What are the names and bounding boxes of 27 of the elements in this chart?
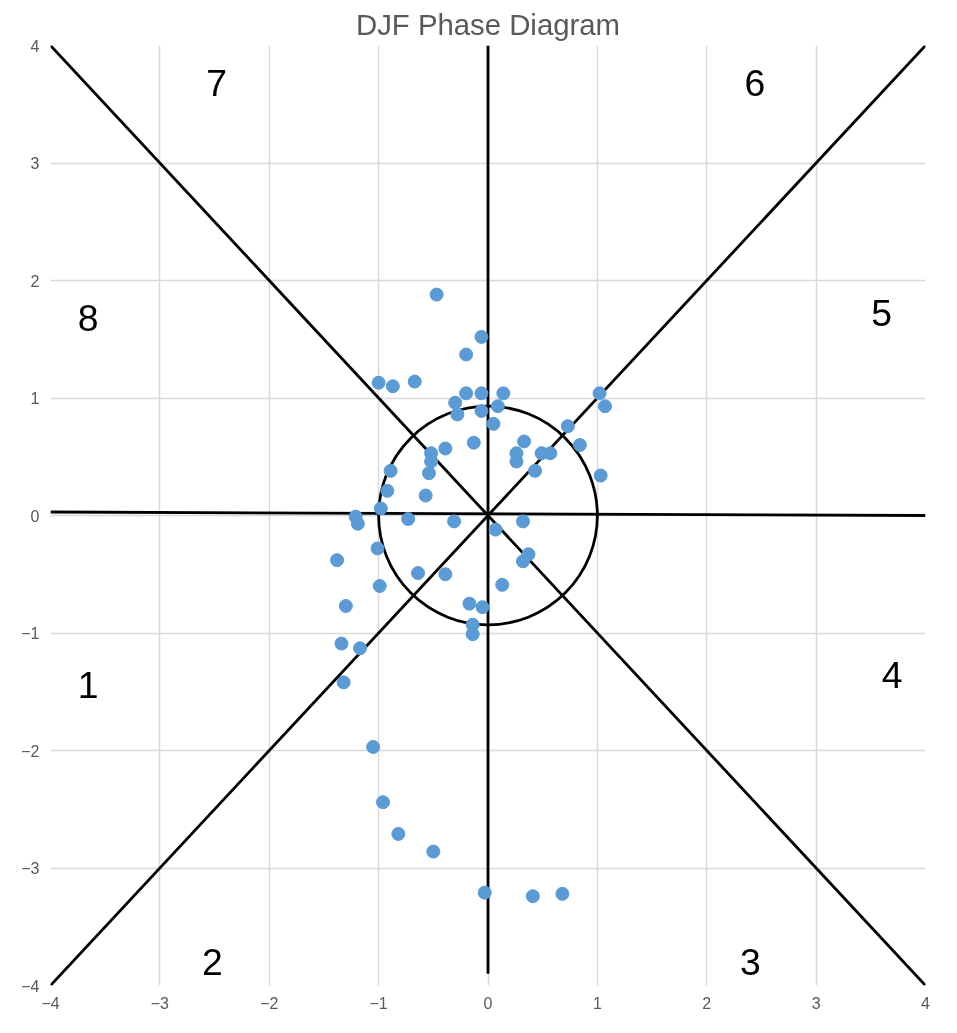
- annotation: 4: [881, 654, 903, 697]
- x-tick-label: 1: [592, 994, 602, 1012]
- y-tick-label: 2: [30, 272, 40, 290]
- annotation: 6: [744, 62, 766, 105]
- annotation: 5: [871, 292, 893, 335]
- chart-title: DJF Phase Diagram: [355, 7, 621, 41]
- y-tick-label: 3: [30, 155, 40, 172]
- x-tick-label: 0: [483, 994, 493, 1012]
- x-tick-label: −2: [260, 994, 279, 1012]
- y-tick-label: 0: [30, 507, 40, 525]
- y-tick-label: 1: [30, 390, 40, 407]
- x-tick-label: 2: [702, 994, 712, 1012]
- y-tick-label: −1: [21, 625, 40, 642]
- x-tick-label: 3: [811, 994, 821, 1012]
- annotation: 1: [77, 663, 99, 706]
- x-tick-label: −3: [150, 994, 170, 1012]
- annotation: 2: [201, 941, 223, 983]
- y-tick-label: −2: [21, 742, 40, 760]
- x-tick-label: −1: [369, 994, 388, 1012]
- x-tick-label: 4: [921, 994, 931, 1012]
- x-tick-label: −4: [41, 994, 60, 1012]
- annotation: 3: [740, 941, 761, 983]
- annotation: 8: [77, 297, 99, 340]
- annotation: 7: [206, 62, 228, 105]
- y-tick-label: −4: [21, 977, 40, 995]
- y-tick-label: 4: [30, 37, 40, 55]
- y-tick-label: −3: [21, 860, 40, 877]
